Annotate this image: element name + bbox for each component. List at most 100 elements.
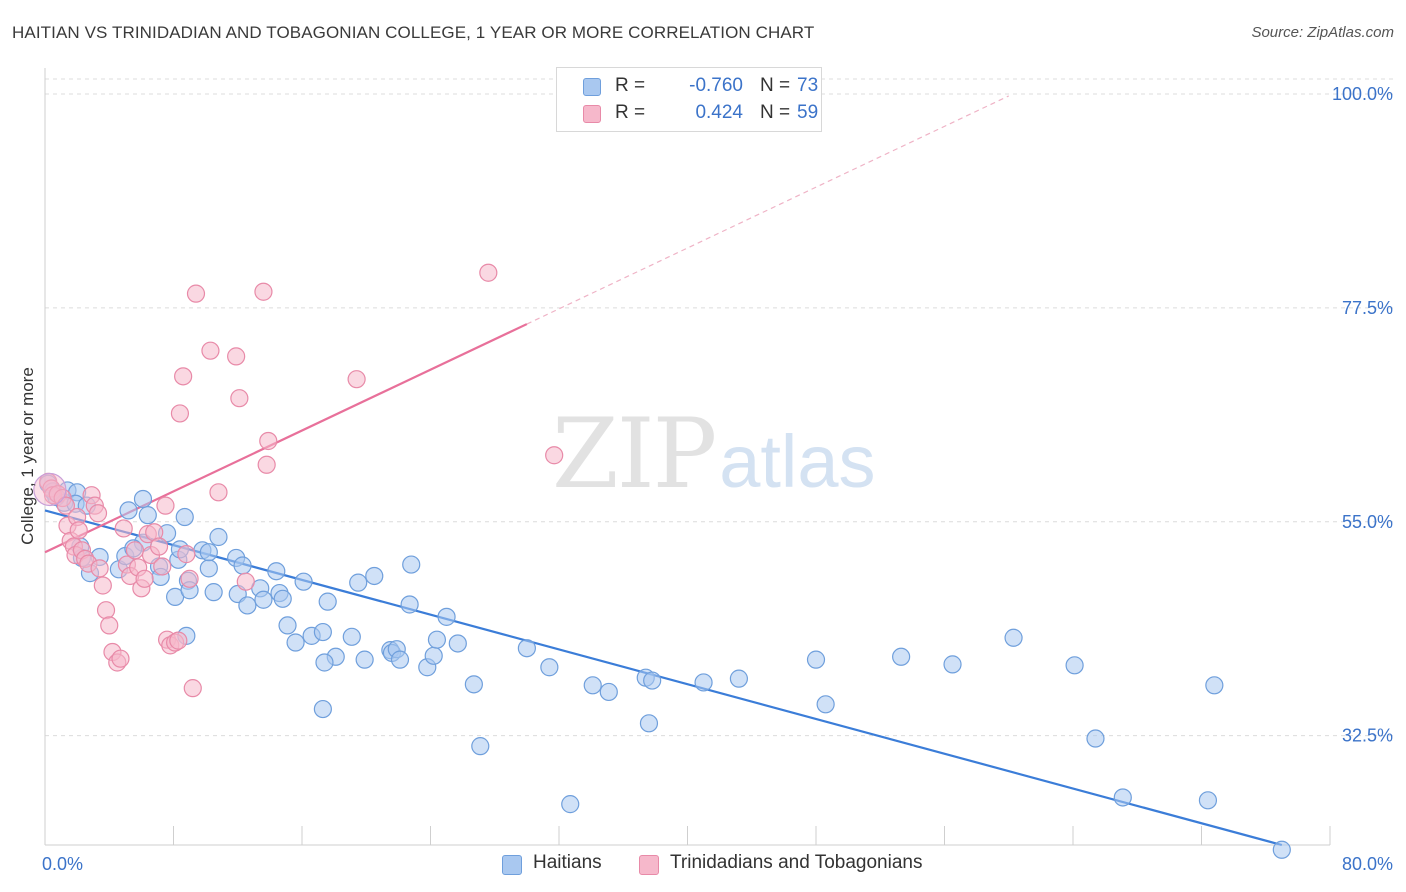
haitian-point <box>400 595 419 614</box>
legend-label: Haitians <box>533 852 602 873</box>
n-value: 59 <box>797 102 819 123</box>
haitian-point <box>583 676 602 695</box>
haitian-point <box>816 695 835 714</box>
haitian-point <box>464 675 483 694</box>
trinidadian-point <box>545 446 564 465</box>
haitian-point <box>119 501 138 520</box>
haitian-point <box>437 607 456 626</box>
haitian-point <box>471 737 490 756</box>
trinidadian-point <box>135 569 154 588</box>
haitian-point <box>267 562 286 581</box>
haitian-point <box>1272 840 1291 859</box>
trinidadian-point <box>69 521 88 540</box>
trinidadian-point <box>236 572 255 591</box>
trinidadians-trend-line <box>44 323 528 554</box>
axes <box>44 68 1331 846</box>
trinidadian-point <box>90 559 109 578</box>
y-tick-label: 100.0% <box>1332 84 1393 104</box>
trinidadian-point <box>180 569 199 588</box>
haitian-point <box>540 658 559 677</box>
haitian-point <box>133 489 153 509</box>
trinidadians-trend-extension <box>526 95 1010 325</box>
y-axis-label: College, 1 year or more <box>18 367 37 545</box>
haitian-point <box>209 527 228 547</box>
haitian-point <box>729 669 749 688</box>
y-tick-label: 77.5% <box>1342 298 1393 318</box>
trinidadian-point <box>479 263 498 282</box>
r-label: R = <box>615 102 646 123</box>
haitian-point <box>365 566 384 586</box>
trinidadian-point <box>156 496 175 515</box>
trinidadians-swatch <box>583 105 601 123</box>
n-label: N = <box>760 102 791 123</box>
trinidadian-point <box>114 519 133 538</box>
haitian-point <box>313 699 332 719</box>
haitian-point <box>238 596 257 615</box>
haitian-point <box>273 589 292 608</box>
haitian-point <box>1004 628 1023 647</box>
trinidadian-point <box>149 537 169 556</box>
r-value: -0.760 <box>689 75 743 96</box>
trinidadian-point <box>227 347 246 366</box>
watermark-atlas: atlas <box>719 420 876 503</box>
trinidadian-point <box>174 367 193 386</box>
haitian-point <box>199 543 218 562</box>
chart-title: HAITIAN VS TRINIDADIAN AND TOBAGONIAN CO… <box>12 23 815 42</box>
trinidadian-point <box>153 557 172 576</box>
haitian-point <box>639 714 659 733</box>
r-value: 0.424 <box>695 102 743 123</box>
trinidadian-point <box>56 496 75 515</box>
haitian-point <box>599 682 618 702</box>
tick-labels: 32.5% 55.0% 77.5% 100.0% 0.0% 80.0% <box>42 84 1393 874</box>
haitian-point <box>448 634 467 653</box>
trinidadian-point <box>183 679 202 698</box>
haitian-point <box>402 555 421 574</box>
haitian-point <box>1113 788 1132 807</box>
legend-swatch-haitians <box>502 855 522 875</box>
gridlines <box>45 78 1395 737</box>
haitian-point <box>349 573 368 592</box>
haitian-point <box>643 671 662 690</box>
haitian-point <box>294 572 313 591</box>
haitian-point <box>427 630 447 649</box>
haitian-point <box>1086 729 1105 748</box>
x-tick-label: 0.0% <box>42 854 83 874</box>
haitian-point <box>1065 656 1084 675</box>
y-tick-label: 32.5% <box>1342 726 1393 746</box>
trinidadian-point <box>169 631 188 650</box>
trinidadian-point <box>347 370 366 389</box>
haitian-point <box>313 622 332 642</box>
haitian-point <box>943 655 962 674</box>
haitian-point <box>138 506 157 525</box>
haitian-point <box>517 639 536 658</box>
trinidadian-point <box>230 389 249 408</box>
haitian-point <box>424 646 443 665</box>
watermark: ZIPatlas <box>552 398 876 510</box>
correlation-stats-box: R = -0.760 N = 73 R = 0.424 N = 59 <box>556 67 822 132</box>
haitian-point <box>806 650 826 669</box>
haitian-point <box>561 795 580 814</box>
r-label: R = <box>615 75 646 96</box>
n-label: N = <box>760 75 791 96</box>
haitian-point <box>355 650 374 669</box>
haitian-point <box>204 583 223 602</box>
haitian-point <box>318 592 337 611</box>
trinidadian-point <box>177 545 196 564</box>
haitians-swatch <box>583 78 601 96</box>
trinidadian-point <box>201 341 220 360</box>
trinidadian-point <box>111 649 130 668</box>
trinidadian-point <box>88 504 108 523</box>
haitian-point <box>315 653 334 672</box>
haitian-point <box>175 507 194 527</box>
trinidadian-point <box>259 431 278 451</box>
haitian-point <box>694 673 713 692</box>
trinidadian-point <box>257 455 276 474</box>
haitian-point <box>892 647 911 666</box>
cluster-point <box>33 472 67 507</box>
trinidadian-point <box>96 601 116 620</box>
haitian-point <box>199 559 218 578</box>
haitian-point <box>286 633 305 652</box>
trinidadian-point <box>170 404 190 423</box>
haitian-point <box>254 590 273 609</box>
